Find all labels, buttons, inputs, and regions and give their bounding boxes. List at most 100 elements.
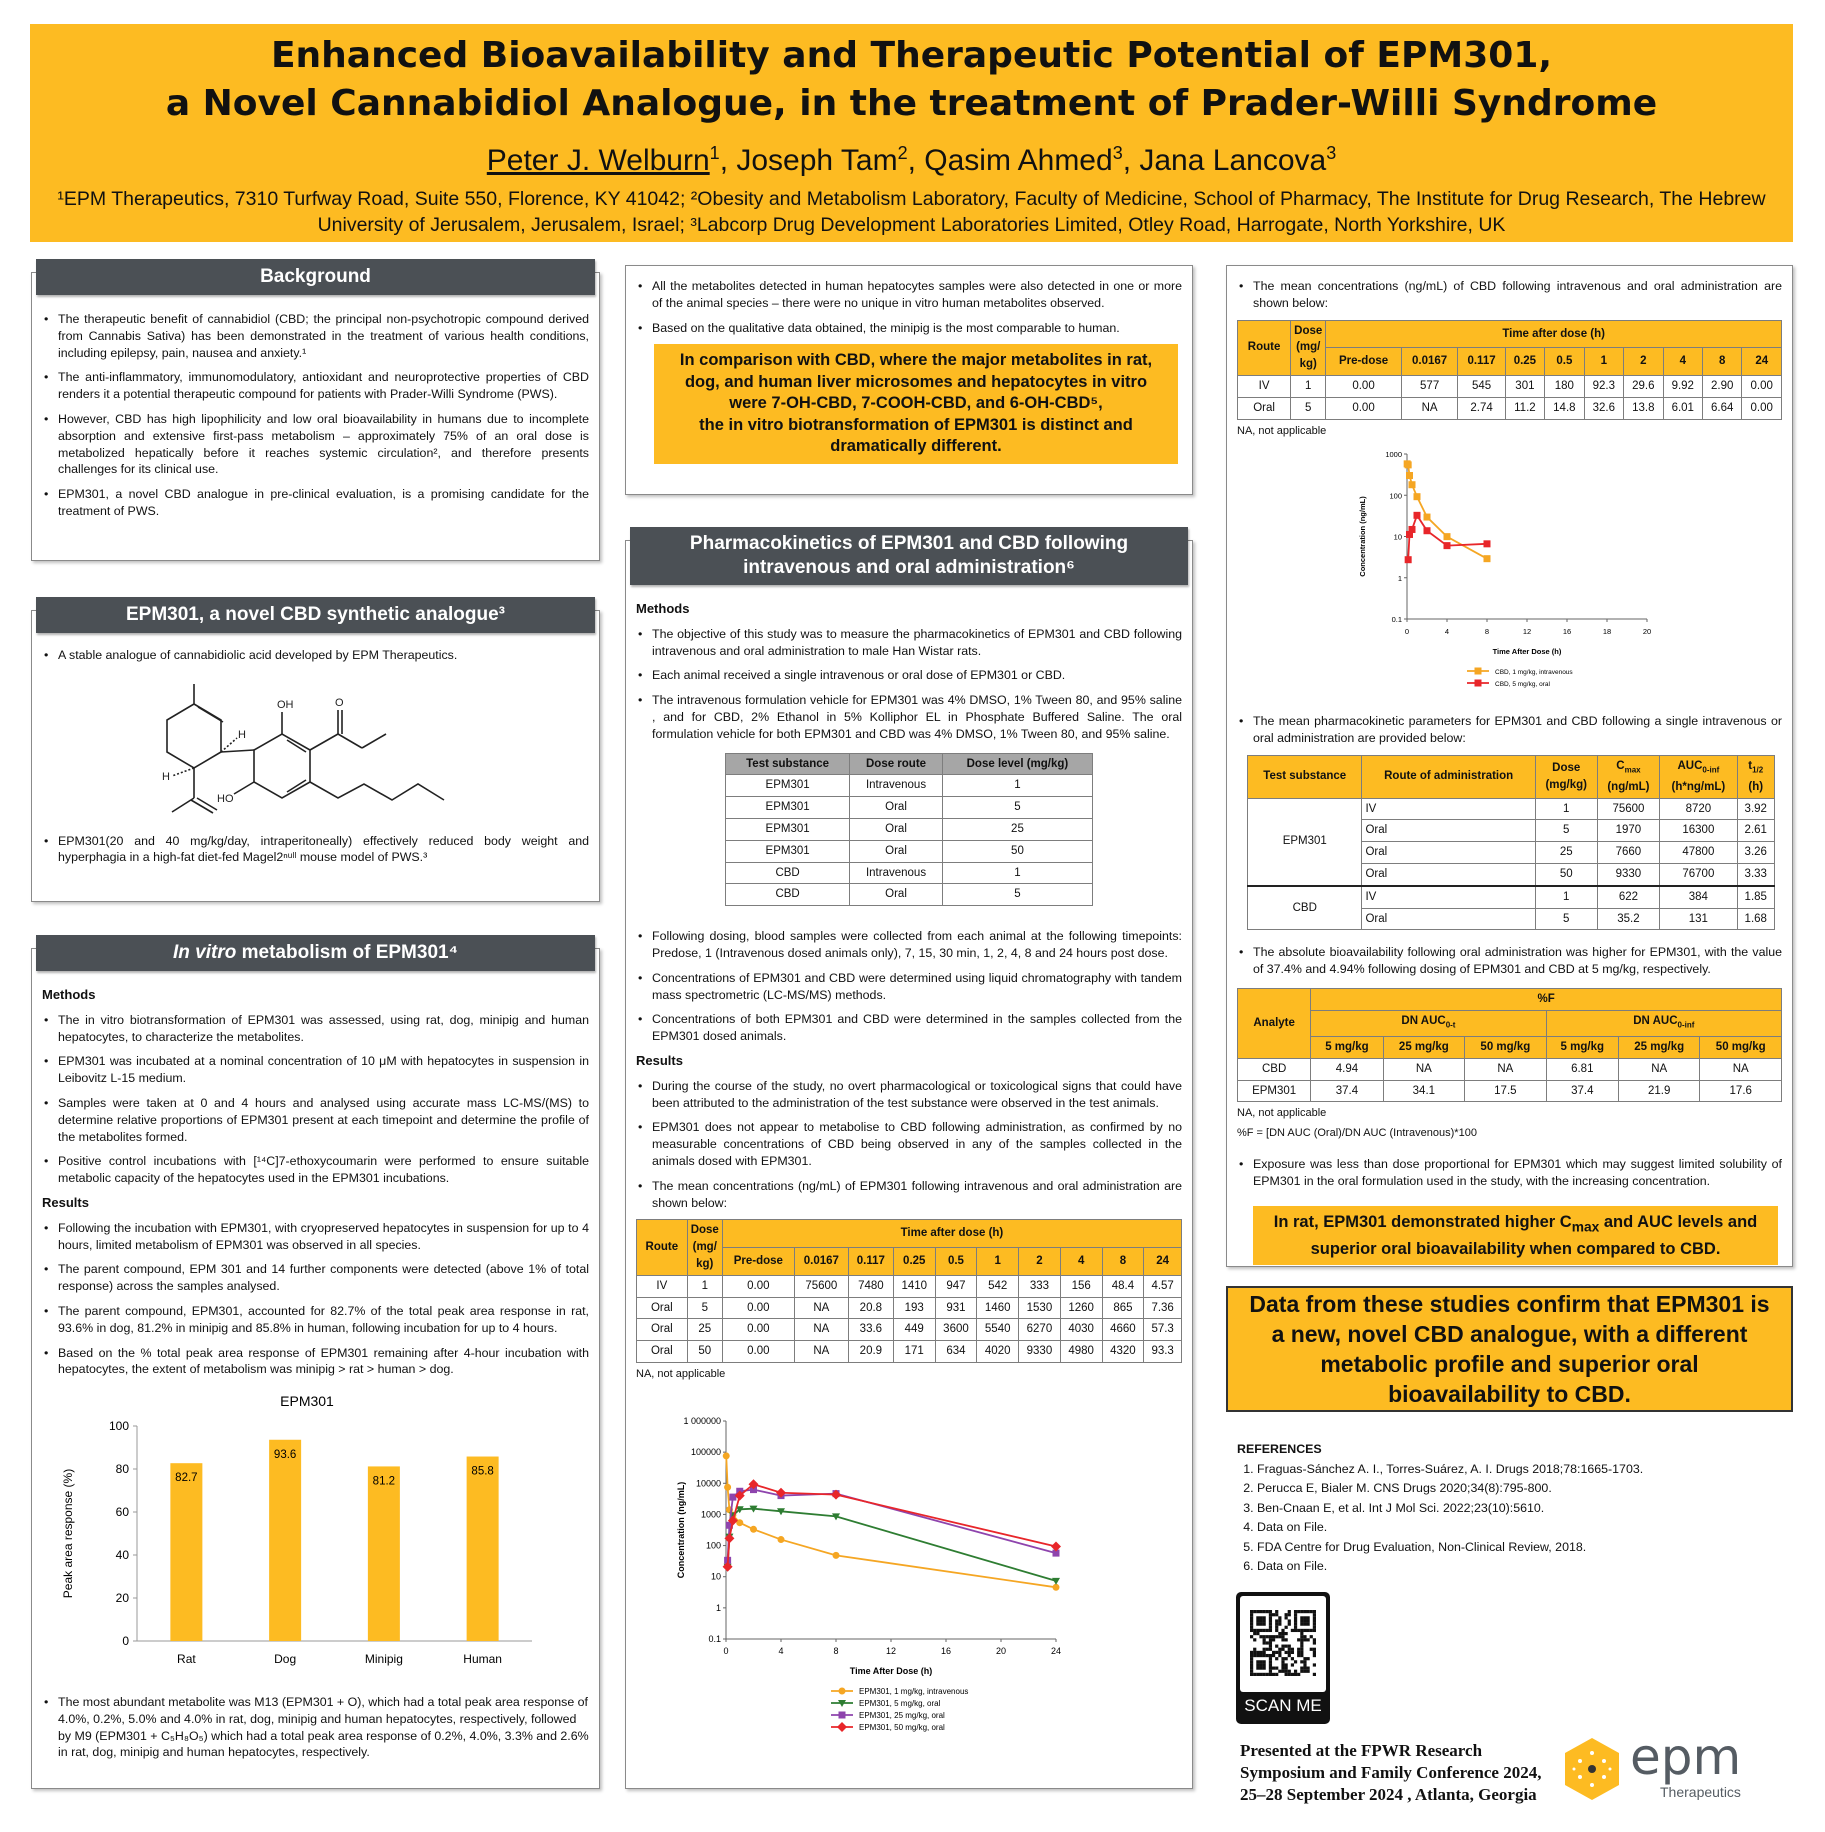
qr-code-badge[interactable]: SCAN ME [1236,1592,1330,1724]
table-header-row: Test substance Route of administration Dos… [1246,754,1775,799]
qr-module [1303,1669,1307,1673]
qr-module [1256,1628,1260,1633]
qr-module [1265,1653,1269,1658]
qr-module [1312,1622,1316,1626]
qr-module [1300,1619,1304,1623]
table-cell: 37.4 [1310,1079,1384,1103]
table-cell: 50 [1534,863,1598,887]
qr-module [1284,1666,1288,1670]
qr-module [1297,1647,1301,1651]
qr-module [1281,1638,1285,1642]
table-cell: 34.1 [1382,1079,1466,1103]
qr-module [1268,1619,1273,1623]
h-label: H [238,729,246,741]
y-tick-label: 80 [116,1462,130,1476]
column-header: Dose (mg/ kg) [686,1219,723,1276]
y-tick-label: 10 [711,1571,721,1581]
qr-module [1306,1616,1310,1620]
table-cell: Oral [849,817,943,841]
table-cell: Oral [1361,841,1536,865]
data-point [1423,513,1431,521]
ho-label: HO [217,793,234,805]
column-header: Dose level (mg/kg) [941,752,1094,776]
section-heading: Background [36,259,595,295]
header-text: DN AUC [1633,1014,1678,1027]
table-cell: 156 [1059,1274,1103,1298]
qr-module [1287,1672,1291,1676]
x-tick-label: 18 [1603,627,1611,636]
data-point [727,1515,738,1526]
qr-module [1281,1669,1285,1673]
author-name: Qasim Ahmed [924,144,1113,177]
heading-italic: In vitro [173,942,237,963]
qr-module [1278,1631,1282,1636]
qr-module [1275,1628,1279,1633]
bullet: The in vitro biotransformation of EPM301… [42,1012,589,1046]
table-cell: 2.61 [1736,819,1775,843]
qr-module [1312,1613,1316,1617]
section-heading: In vitro metabolism of EPM301⁴ [36,935,595,971]
data-point [722,1561,733,1572]
bullet: Samples were taken at 0 and 4 hours and … [42,1095,589,1145]
bullet: The mean concentrations (ng/mL) of CBD f… [1237,278,1782,312]
header-subscript: 0-inf [1677,1020,1695,1030]
table-note: NA, not applicable [636,1367,726,1380]
bullet: A stable analogue of cannabidiolic acid … [42,647,589,664]
qr-module [1303,1628,1307,1633]
qr-module [1253,1650,1257,1655]
table-cell: 57.3 [1143,1318,1182,1342]
qr-module [1259,1660,1263,1664]
qr-module [1259,1650,1263,1655]
invitro-continued-section: All the metabolites detected in human he… [625,265,1193,495]
qr-module [1284,1672,1288,1676]
table-cell: 25 [941,817,1094,841]
table-cell: 1.85 [1736,884,1775,909]
qr-module [1290,1663,1295,1667]
results-label: Results [636,1052,683,1068]
qr-module [1300,1653,1304,1658]
table-header-row: DN AUC0-t DN AUC0-inf [1238,1009,1783,1037]
table-note: NA, not applicable [1237,1107,1327,1120]
qr-module [1303,1635,1307,1639]
table-row: IV 1 0.00 75600 7480 1410 947 542 333 156 48.4 4.57 [636,1274,1182,1298]
qr-module [1262,1638,1266,1642]
table-cell: Intravenous [849,774,943,798]
table-cell: 16300 [1659,819,1738,843]
qr-module [1303,1619,1307,1623]
bullet: During the course of the study, no overt… [636,1078,1182,1112]
qr-module [1262,1610,1266,1614]
table-cell: Oral [1361,819,1536,843]
methods-bullets: The in vitro biotransformation of EPM301… [42,1012,589,1187]
qr-module [1290,1647,1295,1651]
column-header: Analyte [1236,988,1312,1059]
legend-marker [1474,679,1482,687]
qr-module [1250,1610,1254,1614]
legend-label: CBD, 1 mg/kg, intravenous [1495,669,1573,676]
x-tick-label: Rat [177,1652,196,1666]
data-point [1408,526,1416,534]
bullet: The mean pharmacokinetic parameters for … [1237,713,1782,747]
table-cell: EPM301 [724,774,851,798]
qr-module [1259,1635,1263,1639]
table-cell: IV [1361,797,1536,821]
data-point [724,1483,732,1491]
section-heading: EPM301, a novel CBD synthetic analogue³ [36,597,595,633]
bullet: However, CBD has high lipophilicity and … [42,411,589,478]
qr-module [1256,1631,1260,1636]
author-name: Jana Lancova [1139,144,1327,177]
qr-module [1300,1650,1304,1655]
column-header: 0.0167 [793,1247,849,1276]
qr-module [1306,1622,1310,1626]
table-cell: 4.94 [1310,1057,1384,1081]
reference-item: Perucca E, Bialer M. CNS Drugs 2020;34(8… [1257,1479,1797,1499]
qr-module [1250,1660,1254,1664]
reference-item: Data on File. [1257,1557,1797,1577]
qr-module [1293,1660,1298,1664]
qr-module [1300,1622,1304,1626]
table-cell: 7.36 [1143,1296,1182,1320]
qr-module [1284,1625,1288,1629]
x-tick-label: 20 [996,1646,1006,1656]
table-cell: 545 [1457,374,1506,398]
data-point [735,1505,744,1513]
bullet: EPM301 does not appear to metabolise to … [636,1119,1182,1169]
